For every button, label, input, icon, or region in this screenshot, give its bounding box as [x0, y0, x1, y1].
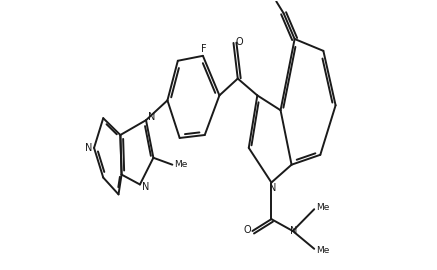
Text: O: O: [235, 37, 243, 47]
Text: N: N: [148, 113, 156, 123]
Text: Me: Me: [316, 203, 329, 212]
Text: N: N: [85, 143, 92, 153]
Text: N: N: [269, 183, 277, 193]
Text: N: N: [142, 182, 149, 192]
Text: Me: Me: [174, 160, 187, 169]
Text: N: N: [290, 226, 297, 236]
Text: F: F: [201, 44, 207, 54]
Text: Me: Me: [316, 246, 329, 255]
Text: O: O: [244, 225, 251, 235]
